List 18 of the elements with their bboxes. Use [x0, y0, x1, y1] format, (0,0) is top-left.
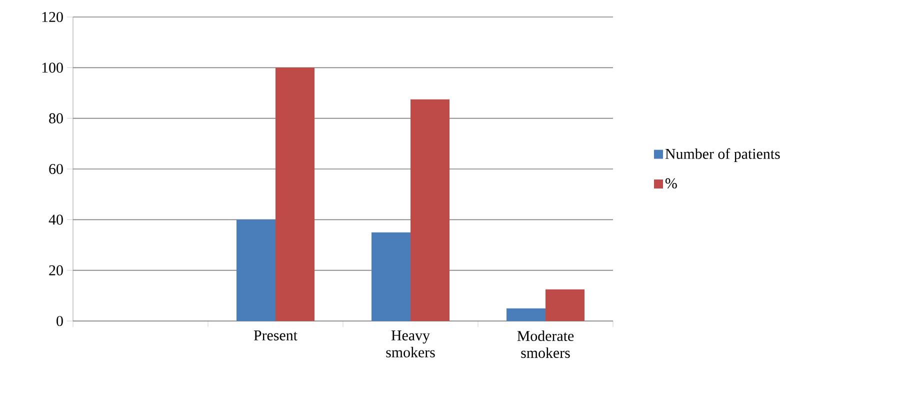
bar: [236, 220, 276, 321]
bar: [372, 232, 411, 321]
legend-label: Number of patients: [665, 148, 780, 162]
y-tick-label: 40: [48, 214, 63, 225]
x-tick-label: Moderate smokers: [517, 330, 574, 358]
x-tick-label: Heavy smokers: [386, 330, 435, 358]
x-tick-label: Present: [254, 330, 298, 340]
y-tick-label: 20: [49, 265, 63, 276]
legend-label: %: [666, 178, 677, 188]
y-tick-label: 100: [42, 62, 63, 73]
bar: [506, 308, 546, 321]
y-tick-label: 80: [49, 113, 63, 124]
bar: [276, 68, 315, 321]
bar: [546, 289, 585, 321]
y-tick-label: 0: [56, 316, 63, 326]
y-tick-label: 60: [49, 164, 63, 174]
bar: [410, 99, 450, 321]
y-tick-label: 120: [42, 12, 63, 22]
